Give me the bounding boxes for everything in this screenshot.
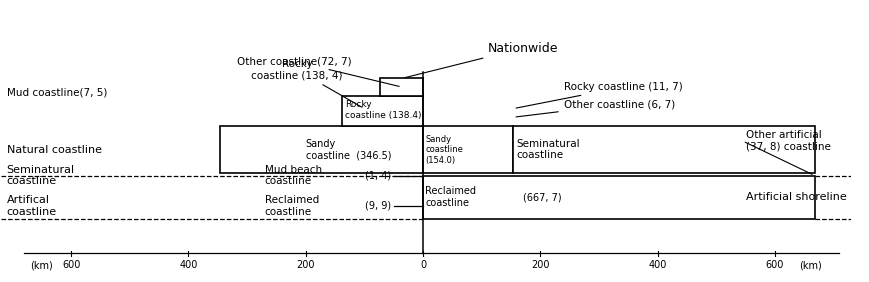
Text: 600: 600 bbox=[62, 260, 80, 270]
Text: 0: 0 bbox=[420, 260, 426, 270]
Bar bbox=[423, 175, 814, 219]
Text: Artifical
coastline: Artifical coastline bbox=[7, 195, 56, 217]
Bar bbox=[220, 126, 423, 173]
Text: (1, 4): (1, 4) bbox=[365, 171, 391, 180]
Text: Nationwide: Nationwide bbox=[405, 42, 558, 78]
Text: 400: 400 bbox=[179, 260, 197, 270]
Text: 200: 200 bbox=[296, 260, 315, 270]
Text: Reclaimed
coastline: Reclaimed coastline bbox=[265, 195, 319, 217]
Text: Other artificial
(37, 8) coastline: Other artificial (37, 8) coastline bbox=[746, 130, 831, 152]
Text: (km): (km) bbox=[30, 260, 53, 270]
Text: Sandy
coastline
(154.0): Sandy coastline (154.0) bbox=[425, 135, 463, 164]
Text: (9, 9): (9, 9) bbox=[365, 201, 391, 211]
Text: Natural coastline: Natural coastline bbox=[7, 145, 102, 155]
Bar bbox=[381, 78, 423, 96]
Text: Other coastline (6, 7): Other coastline (6, 7) bbox=[516, 99, 675, 117]
Text: Mud beach
coastline: Mud beach coastline bbox=[265, 165, 322, 186]
Text: Sandy
coastline  (346.5): Sandy coastline (346.5) bbox=[306, 139, 391, 160]
Text: (km): (km) bbox=[799, 260, 821, 270]
Text: Other coastline(72, 7): Other coastline(72, 7) bbox=[236, 56, 399, 86]
Text: Mud coastline(7, 5): Mud coastline(7, 5) bbox=[7, 87, 107, 98]
Bar bbox=[514, 126, 814, 173]
Text: Rocky
coastline (138.4): Rocky coastline (138.4) bbox=[345, 100, 421, 120]
Text: Seminatural
coastline: Seminatural coastline bbox=[7, 165, 75, 186]
Text: 200: 200 bbox=[531, 260, 549, 270]
Text: 600: 600 bbox=[766, 260, 784, 270]
Text: Reclaimed
coastline: Reclaimed coastline bbox=[425, 186, 476, 208]
Text: (667, 7): (667, 7) bbox=[523, 192, 561, 202]
Text: Artificial shoreline: Artificial shoreline bbox=[746, 192, 846, 202]
Text: 400: 400 bbox=[648, 260, 667, 270]
Text: Seminatural
coastline: Seminatural coastline bbox=[517, 139, 580, 160]
Text: Rocky
coastline (138, 4): Rocky coastline (138, 4) bbox=[251, 59, 362, 107]
Bar bbox=[342, 96, 423, 126]
Bar bbox=[423, 126, 514, 173]
Text: Rocky coastline (11, 7): Rocky coastline (11, 7) bbox=[516, 82, 682, 108]
